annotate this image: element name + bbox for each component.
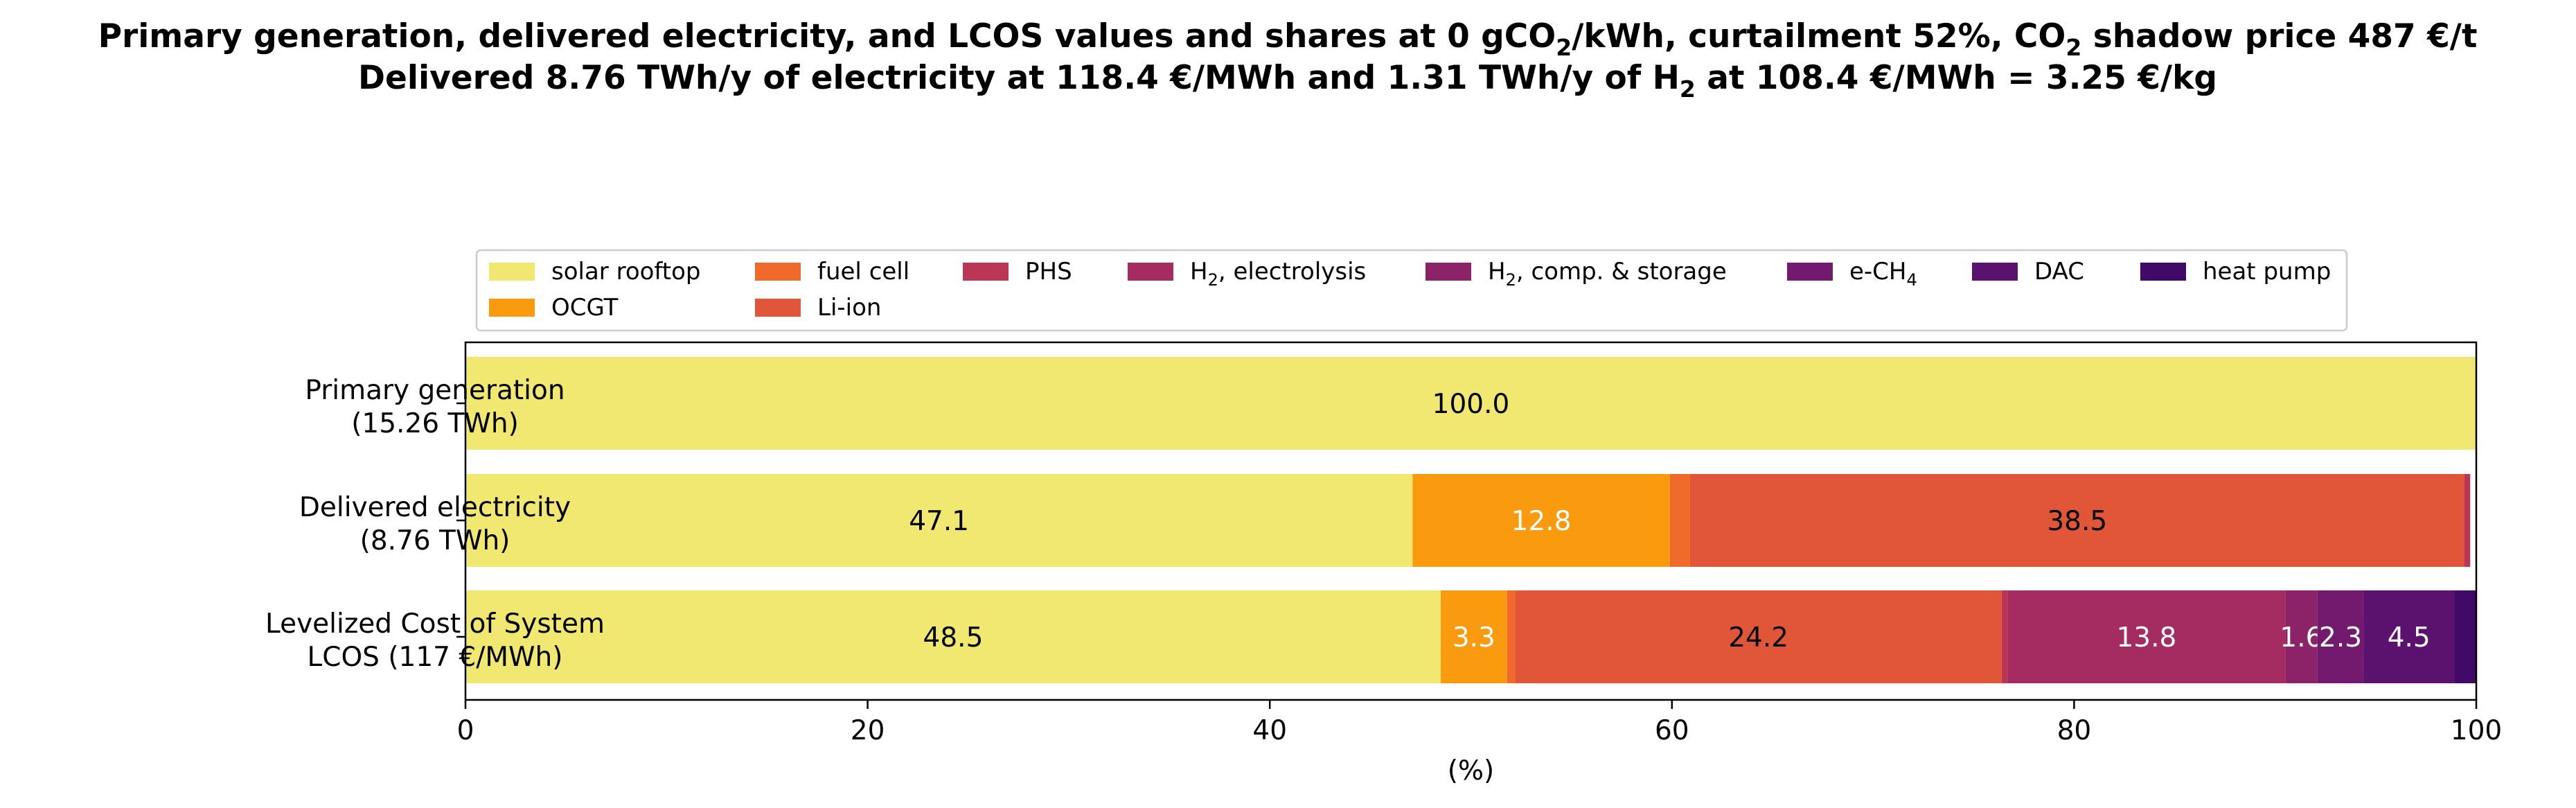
legend-swatch [1425, 263, 1471, 281]
bar-segment [1669, 474, 1690, 567]
x-axis-label: (%) [1448, 755, 1495, 787]
data-label: 48.5 [923, 622, 984, 653]
y-tick-label: Levelized Cost of System LCOS (117 €/MWh) [265, 608, 605, 673]
bar-segment [2464, 474, 2471, 567]
chart-title-line-1: Primary generation, delivered electricit… [98, 17, 2478, 61]
data-label: 38.5 [2047, 506, 2107, 537]
legend-swatch [963, 263, 1009, 281]
y-tick-label: Delivered electricity (8.76 TWh) [299, 492, 571, 556]
x-tick-label: 80 [2057, 715, 2092, 746]
chart-title: Primary generation, delivered electricit… [98, 17, 2478, 103]
legend-label: fuel cell [817, 258, 909, 286]
x-tick-label: 40 [1252, 715, 1287, 746]
bar-segment [2001, 590, 2008, 683]
data-label: 3.3 [1453, 622, 1495, 653]
legend-label: DAC [2034, 258, 2084, 286]
data-label: 13.8 [2116, 622, 2176, 653]
data-label: 2.3 [2319, 622, 2362, 653]
data-label: 12.8 [1511, 506, 1572, 537]
bar-segment [1412, 474, 1670, 567]
legend-label: heat pump [2203, 258, 2331, 286]
legend: solar rooftop OCGT fuel cell Li-ion PHS H2, e… [475, 249, 2348, 332]
legend-swatch [755, 263, 801, 281]
legend-swatch [1787, 263, 1833, 281]
legend-label: H2, electrolysis [1190, 258, 1366, 290]
plot-area: 100.0 47.1 12.8 38.5 48.5 3.3 24.2 13.8 1.62.3 4.… [465, 357, 2476, 683]
bar-segment [465, 357, 2476, 450]
legend-label: OCGT [551, 294, 619, 322]
x-tick-label: 100 [2451, 715, 2502, 746]
legend-swatch [489, 299, 535, 317]
legend-swatch [755, 299, 801, 317]
legend-label: H2, comp. & storage [1488, 258, 1727, 290]
legend-swatch [489, 263, 535, 281]
bar-segment [1689, 474, 2464, 567]
legend-label: PHS [1025, 258, 1072, 286]
legend-label: Li-ion [817, 294, 881, 322]
data-label: 1.6 [2280, 622, 2322, 653]
legend-swatch [1972, 263, 2018, 281]
bar-segment [1515, 590, 2002, 683]
bar-segment [2317, 590, 2364, 683]
x-tick-label: 60 [1655, 715, 1689, 746]
x-tick-label: 0 [457, 715, 474, 746]
data-label: 4.5 [2388, 622, 2431, 653]
legend-swatch [2140, 263, 2186, 281]
y-tick-label: Primary generation (15.26 TWh) [305, 375, 565, 439]
bar-segment [2363, 590, 2455, 683]
data-label: 100.0 [1432, 389, 1510, 420]
bar-segment [465, 590, 1441, 683]
data-label: 24.2 [1728, 622, 1788, 653]
chart-title-line-2: Delivered 8.76 TWh/y of electricity at 1… [358, 59, 2217, 103]
bar-segment [2454, 590, 2476, 683]
legend-label: solar rooftop [551, 258, 701, 286]
bar-segment [1507, 590, 1516, 683]
bar-segment [2285, 590, 2318, 683]
bar-segment [465, 474, 1413, 567]
data-label: 47.1 [909, 506, 969, 537]
legend-swatch [1128, 263, 1173, 281]
legend-box [475, 249, 2348, 332]
legend-label: e-CH4 [1849, 258, 1917, 290]
axes: 0 20 40 60 80 100 (%) Primary generation (15.26 … [265, 341, 2502, 787]
x-tick-label: 20 [851, 715, 885, 746]
bar-segment [2007, 590, 2286, 683]
bar-segment [1440, 590, 1507, 683]
